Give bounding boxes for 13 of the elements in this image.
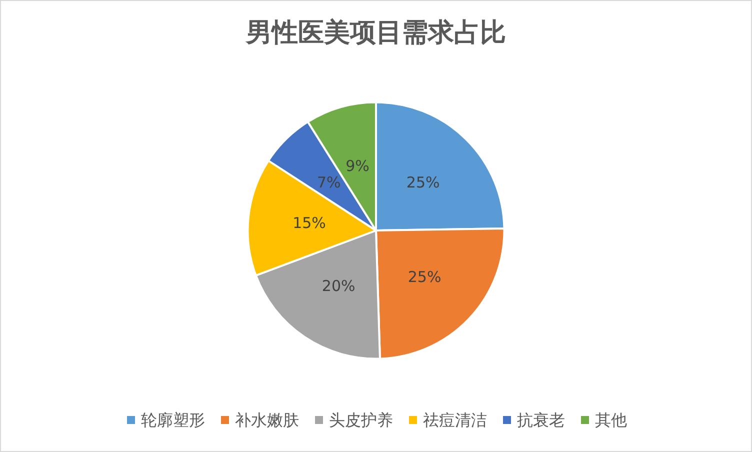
data-label: 7% [317, 174, 341, 192]
data-label: 25% [408, 268, 442, 286]
legend-label: 抗衰老 [517, 410, 565, 430]
chart-title: 男性医美项目需求占比 [245, 18, 506, 48]
data-label: 20% [322, 277, 356, 296]
data-label: 9% [346, 156, 370, 175]
legend-label: 其他 [595, 410, 627, 430]
legend-label: 轮廓塑形 [141, 410, 205, 430]
legend-label: 补水嫩肤 [235, 410, 299, 430]
legend-label: 祛痘清洁 [423, 410, 487, 430]
data-label: 25% [406, 174, 440, 192]
data-label: 15% [292, 214, 326, 232]
legend-label: 头皮护养 [329, 410, 393, 430]
